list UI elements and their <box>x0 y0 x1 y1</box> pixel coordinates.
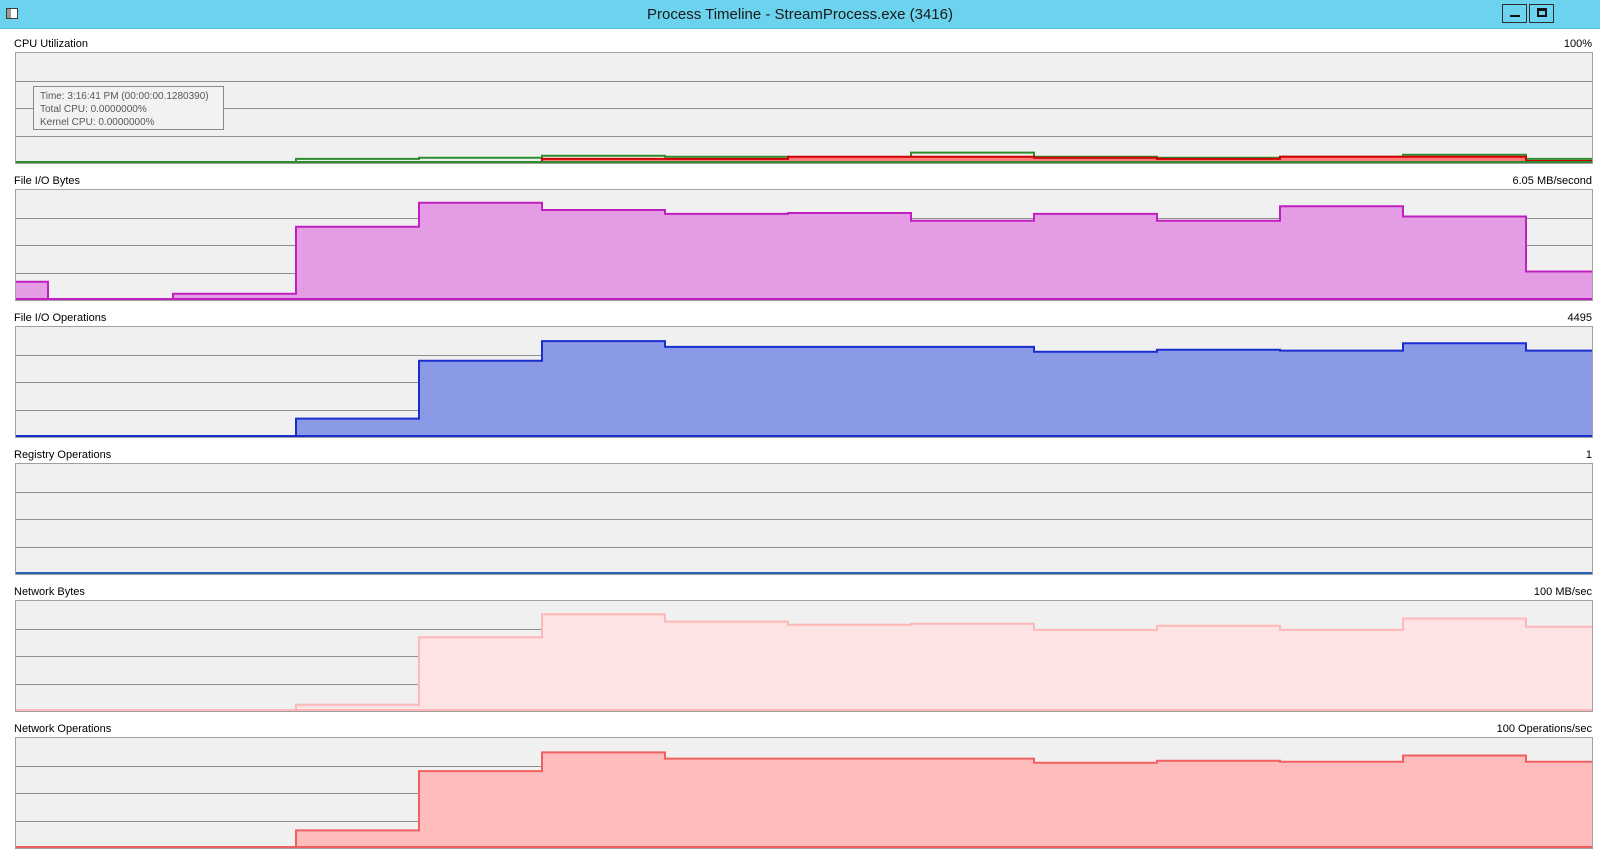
cpu-utilization-plot[interactable] <box>15 52 1593 164</box>
panel-title: Registry Operations <box>14 449 112 461</box>
window-titlebar: Process Timeline - StreamProcess.exe (34… <box>0 0 1600 29</box>
panel-max-label: 100 MB/sec <box>1533 586 1592 598</box>
panel-title: File I/O Operations <box>14 312 107 324</box>
tooltip-time: Time: 3:16:41 PM (00:00:00.1280390) <box>40 91 209 102</box>
app-icon[interactable] <box>6 8 18 19</box>
series-area-1 <box>16 752 1592 848</box>
maximize-button[interactable] <box>1529 4 1554 23</box>
cpu-tooltip: Time: 3:16:41 PM (00:00:00.1280390) Tota… <box>33 86 224 130</box>
maximize-icon <box>1536 8 1547 17</box>
panel-title: Network Bytes <box>14 586 85 598</box>
series-line-1 <box>16 751 1592 848</box>
panel-title: Network Operations <box>14 723 112 735</box>
registry-operations-panel: Registry Operations 1 <box>0 448 1600 576</box>
panel-max-label: 6.05 MB/second <box>1512 175 1593 187</box>
panel-title: CPU Utilization <box>14 38 88 50</box>
series-line-1 <box>16 613 1592 711</box>
file-io-bytes-panel: File I/O Bytes 6.05 MB/second <box>0 174 1600 302</box>
tooltip-kernel-cpu: Kernel CPU: 0.0000000% <box>40 117 155 128</box>
series-area-1 <box>16 341 1592 437</box>
network-operations-plot[interactable] <box>15 737 1593 849</box>
series-line-1 <box>16 201 1592 300</box>
series-area-1 <box>16 614 1592 711</box>
network-operations-panel: Network Operations 100 Operations/sec <box>0 722 1600 850</box>
series-area-1 <box>16 202 1592 300</box>
panel-max-label: 100% <box>1563 38 1592 50</box>
file-io-operations-panel: File I/O Operations 4495 <box>0 311 1600 439</box>
cpu-utilization-panel: CPU Utilization 100% <box>0 37 1600 165</box>
network-bytes-panel: Network Bytes 100 MB/sec <box>0 585 1600 713</box>
file-io-operations-plot[interactable] <box>15 326 1593 438</box>
tooltip-total-cpu: Total CPU: 0.0000000% <box>40 104 147 115</box>
minimize-button[interactable] <box>1502 4 1527 23</box>
panel-title: File I/O Bytes <box>14 175 81 187</box>
panel-max-label: 4495 <box>1567 312 1592 324</box>
window-title: Process Timeline - StreamProcess.exe (34… <box>647 6 953 23</box>
panel-max-label: 1 <box>1585 449 1592 461</box>
series-line-1 <box>16 340 1592 437</box>
file-io-bytes-plot[interactable] <box>15 189 1593 301</box>
minimize-icon <box>1509 15 1520 17</box>
registry-operations-plot[interactable] <box>15 463 1593 575</box>
network-bytes-plot[interactable] <box>15 600 1593 712</box>
panel-max-label: 100 Operations/sec <box>1496 723 1592 735</box>
